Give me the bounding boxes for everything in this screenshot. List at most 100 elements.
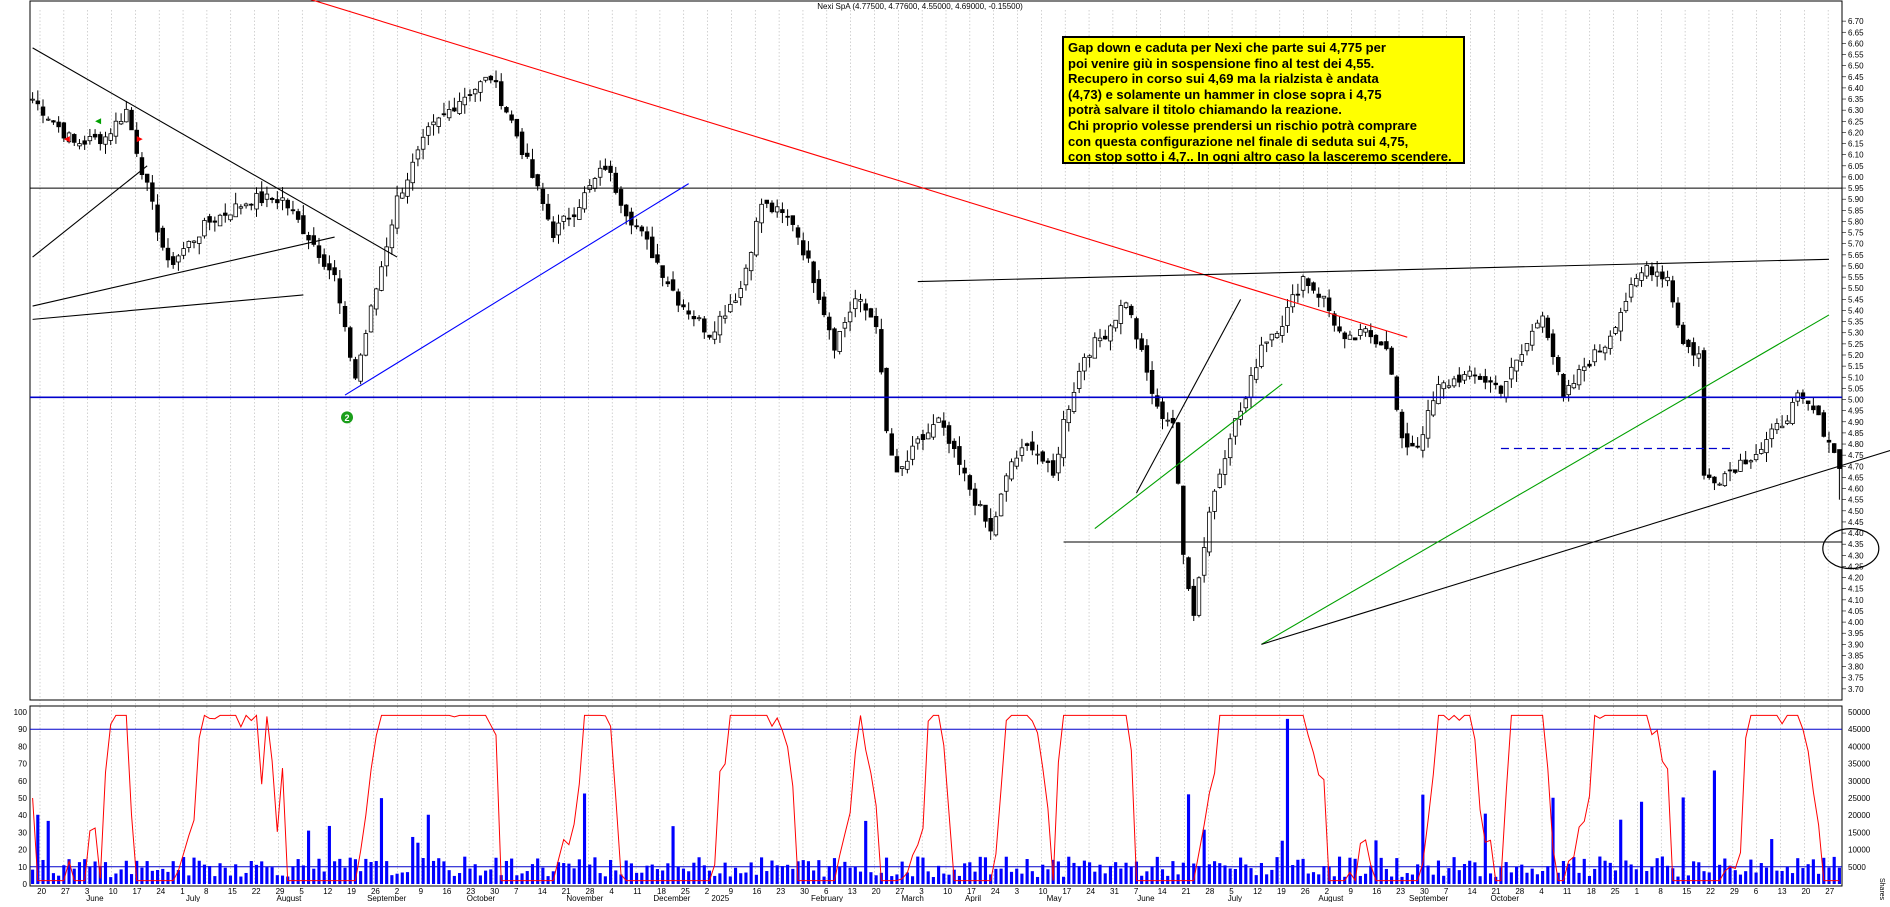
candle-body — [1389, 347, 1394, 375]
volume-bar — [1634, 869, 1638, 884]
trendline-black-channel-1 — [32, 236, 335, 307]
candle-body — [1696, 353, 1702, 359]
volume-bar — [1462, 864, 1467, 884]
volume-bar — [171, 861, 175, 884]
y-tick-label: 5.10 — [1848, 373, 1864, 382]
volume-bar — [1541, 870, 1545, 884]
volume-bar — [218, 863, 222, 884]
candle-body — [374, 288, 379, 310]
x-tick-label: 7 — [1444, 887, 1449, 896]
candle-body — [1592, 349, 1597, 363]
volume-bar — [213, 876, 217, 884]
volume-bar — [624, 860, 628, 884]
y-tick-label: 6.00 — [1848, 173, 1864, 182]
candle-body — [1306, 278, 1311, 287]
candle-body — [467, 94, 473, 96]
osc-tick-label: 70 — [18, 760, 27, 769]
candle-body — [639, 226, 645, 232]
volume-bar — [911, 876, 915, 884]
annotation-line: potrà salvare il titolo chiamando la rea… — [1068, 102, 1342, 118]
candle-body — [118, 121, 124, 125]
volume-bar — [1468, 860, 1472, 884]
volume-bar — [192, 857, 196, 884]
x-tick-label: 14 — [1158, 887, 1167, 896]
y-tick-label: 3.95 — [1848, 629, 1864, 638]
volume-bar — [275, 875, 279, 884]
candle-body — [795, 227, 801, 238]
volume-bar — [150, 870, 154, 884]
volume-bar — [1785, 867, 1789, 884]
y-tick-label: 4.00 — [1848, 618, 1864, 627]
volume-bar — [1452, 857, 1456, 884]
candle-body — [1576, 369, 1582, 386]
volume-bar — [1619, 819, 1623, 884]
annotation-line: Recupero in corso sui 4,69 ma la rialzis… — [1068, 71, 1379, 87]
x-tick-label: 17 — [1062, 887, 1071, 896]
y-tick-label: 6.65 — [1848, 28, 1864, 37]
volume-bar — [692, 862, 696, 884]
x-month-label: September — [1409, 894, 1448, 902]
volume-bar — [1520, 864, 1524, 884]
candle-body — [285, 199, 290, 209]
volume-bar — [1213, 861, 1217, 884]
candle-body — [1410, 442, 1415, 447]
volume-bar — [718, 873, 722, 884]
candle-body — [1134, 318, 1139, 340]
candle-body — [1805, 400, 1811, 404]
candle-body — [1311, 282, 1316, 291]
candle-body — [1378, 341, 1384, 346]
candle-body — [1628, 284, 1634, 298]
candle-body — [832, 328, 837, 351]
volume-bar — [176, 870, 180, 884]
candle-body — [353, 359, 358, 379]
candle-body — [452, 107, 457, 112]
volume-bar — [510, 858, 514, 884]
volume-bar — [504, 860, 508, 884]
candle-body — [51, 120, 56, 123]
candle-body — [1040, 451, 1045, 462]
volume-bar — [437, 858, 441, 884]
volume-bar — [671, 826, 675, 884]
candle-body — [582, 192, 587, 210]
candle-body — [181, 248, 186, 256]
candle-body — [1431, 400, 1436, 416]
volume-bar — [1718, 864, 1722, 884]
volume-bar — [999, 868, 1003, 884]
x-tick-label: 24 — [991, 887, 1000, 896]
volume-bar — [1754, 872, 1758, 884]
volume-bar — [1124, 862, 1128, 884]
candle-body — [202, 220, 207, 237]
candle-body — [676, 291, 681, 306]
candle-body — [769, 202, 775, 213]
y-tick-label: 4.60 — [1848, 485, 1864, 494]
volume-bar — [1364, 873, 1368, 884]
candle-body — [1769, 428, 1774, 440]
candle-body — [259, 191, 264, 204]
volume-bar — [1546, 866, 1550, 884]
candle-body — [1670, 280, 1675, 303]
volume-bar — [864, 820, 868, 884]
volume-bar — [468, 868, 472, 884]
candle-body — [1764, 439, 1769, 454]
volume-bar — [421, 858, 425, 884]
candle-body — [191, 240, 197, 243]
candle-body — [316, 245, 322, 258]
candle-body — [1144, 345, 1150, 373]
volume-bar — [1395, 858, 1399, 884]
x-tick-label: 2 — [1325, 887, 1330, 896]
volume-bar — [525, 871, 529, 884]
candle-body — [936, 417, 941, 423]
volume-tick-label: 40000 — [1848, 742, 1871, 751]
candle-body — [863, 303, 868, 311]
volume-bar — [416, 842, 420, 884]
candle-body — [681, 304, 686, 308]
volume-bar — [1098, 864, 1102, 884]
volume-bar — [801, 860, 805, 884]
volume-bar — [1837, 867, 1841, 884]
candle-body — [811, 261, 816, 284]
y-tick-label: 5.65 — [1848, 251, 1864, 260]
x-tick-label: 23 — [776, 887, 785, 896]
candle-body — [1082, 357, 1087, 372]
candle-body — [1774, 423, 1780, 431]
volume-bar — [369, 861, 373, 884]
